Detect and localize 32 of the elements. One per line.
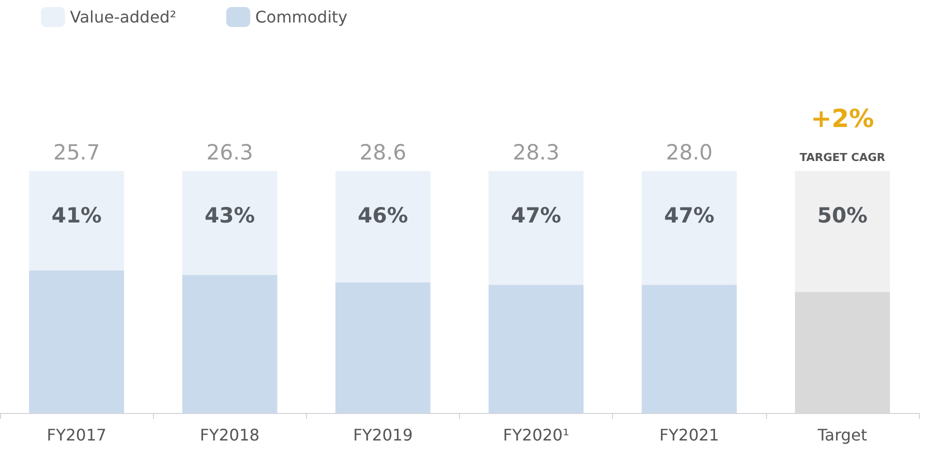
data-label: 47% bbox=[664, 204, 714, 228]
legend-label: Value-added² bbox=[70, 8, 176, 26]
bar bbox=[642, 284, 737, 413]
bar bbox=[29, 270, 124, 413]
data-label: 46% bbox=[358, 204, 408, 228]
bar bbox=[335, 171, 430, 282]
bar bbox=[488, 171, 584, 285]
x-tick-label: Target bbox=[816, 426, 868, 444]
data-label: 43% bbox=[204, 204, 255, 228]
x-tick-label: FY2019 bbox=[353, 426, 413, 444]
bar bbox=[794, 171, 890, 292]
bar bbox=[182, 275, 278, 413]
x-tick-label: FY2020¹ bbox=[503, 426, 570, 444]
x-tick-label: FY2021 bbox=[659, 426, 720, 444]
annotation: TARGET CAGR bbox=[800, 151, 886, 164]
data-label: 50% bbox=[817, 204, 868, 228]
bar bbox=[488, 284, 584, 413]
x-tick-label: FY2018 bbox=[200, 426, 260, 444]
bar bbox=[335, 282, 430, 413]
annotation: +2% bbox=[810, 104, 874, 133]
annotation: 28.6 bbox=[360, 140, 406, 164]
bar bbox=[29, 171, 124, 270]
bar bbox=[642, 171, 737, 285]
annotation: 28.0 bbox=[666, 140, 713, 164]
data-label: 47% bbox=[510, 204, 562, 228]
bar bbox=[182, 171, 278, 276]
data-label: 41% bbox=[51, 204, 102, 228]
x-tick-label: FY2017 bbox=[46, 426, 106, 444]
annotation: 26.3 bbox=[206, 140, 254, 164]
legend-label: Commodity bbox=[255, 8, 348, 26]
annotation: 28.3 bbox=[512, 140, 560, 164]
annotation: 25.7 bbox=[53, 140, 100, 164]
